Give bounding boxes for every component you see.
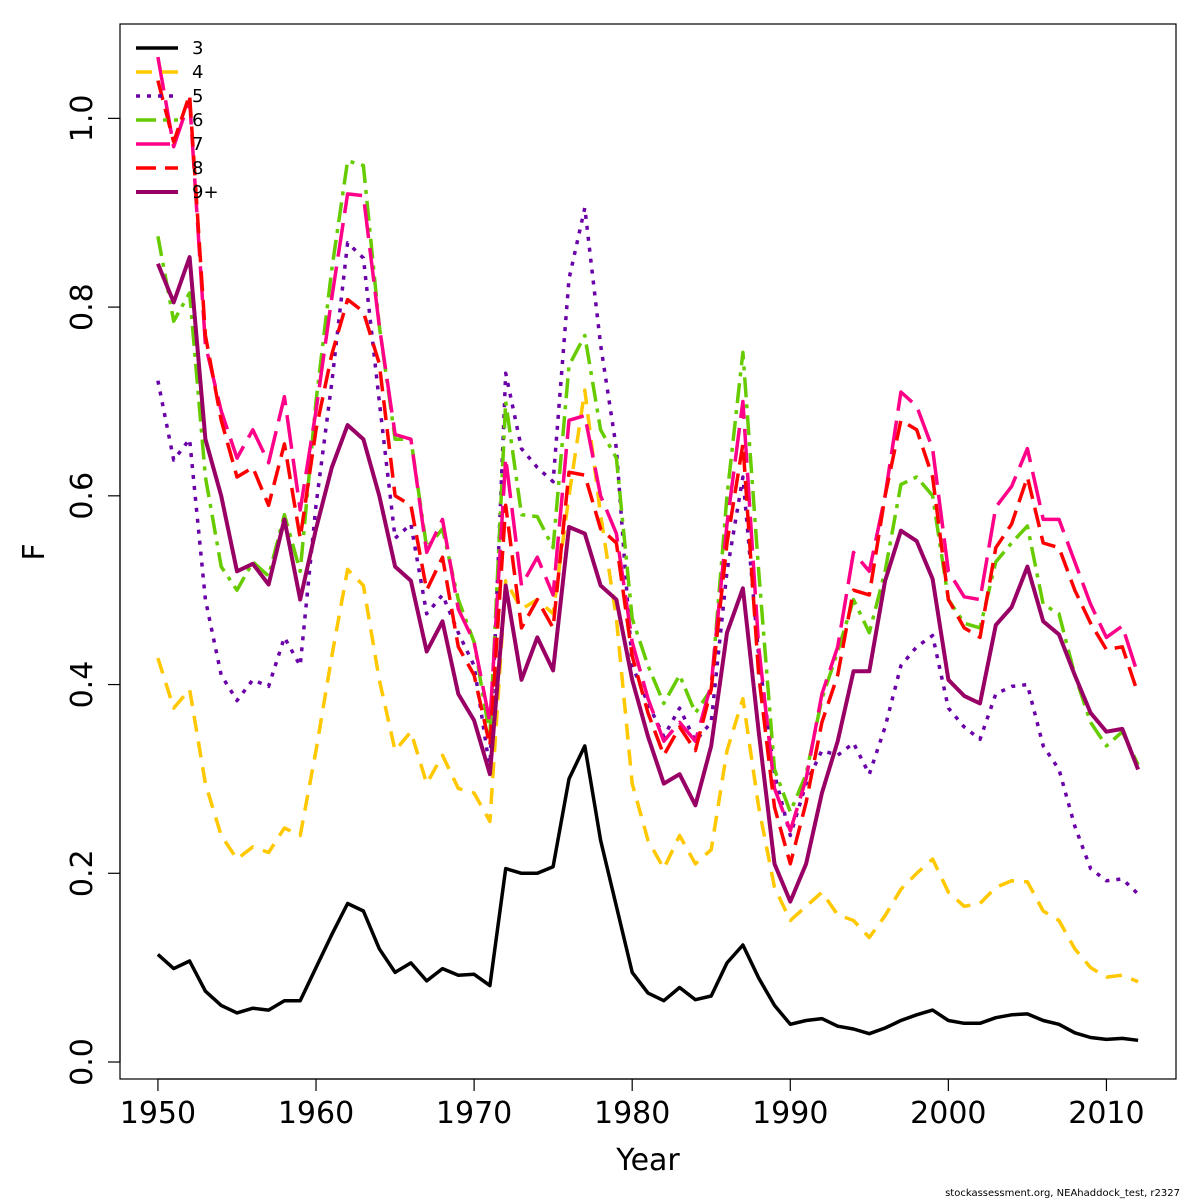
legend-label: 6 [192, 110, 203, 131]
x-tick-label: 1970 [436, 1096, 512, 1131]
x-axis: 1950 1960 1970 1980 1990 2000 2010 [120, 1078, 1145, 1131]
x-tick-label: 1960 [278, 1096, 354, 1131]
y-tick-label: 1.0 [65, 95, 100, 143]
y-tick-label: 0.8 [65, 283, 100, 331]
legend-label: 5 [192, 86, 203, 107]
legend-label: 4 [192, 62, 203, 83]
legend-label: 7 [192, 134, 203, 155]
y-tick-label: 0.4 [65, 661, 100, 709]
legend-label: 3 [192, 38, 203, 59]
x-tick-label: 2010 [1068, 1096, 1144, 1131]
y-tick-label: 0.2 [65, 849, 100, 897]
x-tick-label: 1990 [752, 1096, 828, 1131]
x-axis-title: Year [615, 1143, 680, 1178]
series-line-3 [156, 744, 1139, 1043]
y-tick-label: 0.0 [65, 1038, 100, 1086]
y-tick-label: 0.6 [65, 472, 100, 520]
series-layer [156, 56, 1140, 1043]
series-line-8 [156, 80, 1140, 866]
series-line-7 [156, 56, 1140, 833]
y-axis-title: F [17, 543, 52, 560]
x-tick-label: 1980 [594, 1096, 670, 1131]
x-tick-label: 2000 [910, 1096, 986, 1131]
y-axis: 0.0 0.2 0.4 0.6 0.8 1.0 [65, 95, 121, 1086]
legend-label: 8 [192, 158, 203, 179]
series-line-5 [156, 206, 1140, 896]
legend: 3 4 5 6 7 8 9+ [136, 38, 219, 203]
series-line-4 [156, 388, 1139, 984]
legend-label: 9+ [192, 182, 219, 203]
series-line-9plus [156, 255, 1140, 904]
series-line-6 [156, 159, 1140, 814]
x-tick-label: 1950 [120, 1096, 196, 1131]
footer-caption: stockassessment.org, NEAhaddock_test, r2… [945, 1188, 1180, 1199]
